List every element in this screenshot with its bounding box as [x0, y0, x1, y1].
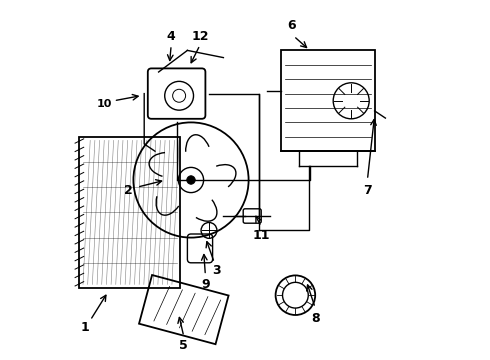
- FancyArrowPatch shape: [205, 300, 220, 335]
- Text: 11: 11: [252, 229, 270, 242]
- Text: 5: 5: [179, 339, 188, 352]
- Text: 9: 9: [201, 278, 210, 291]
- Text: 10: 10: [97, 99, 112, 109]
- Circle shape: [187, 176, 196, 184]
- Text: 12: 12: [191, 30, 209, 42]
- FancyArrowPatch shape: [192, 297, 208, 331]
- FancyArrowPatch shape: [179, 293, 195, 328]
- FancyArrowPatch shape: [167, 290, 182, 324]
- Text: 2: 2: [123, 184, 132, 197]
- Text: 1: 1: [80, 321, 89, 334]
- Bar: [79, 137, 180, 288]
- Text: 3: 3: [212, 264, 220, 276]
- FancyArrowPatch shape: [154, 286, 170, 321]
- Text: 8: 8: [311, 312, 319, 325]
- Text: 7: 7: [363, 184, 372, 197]
- Text: 4: 4: [167, 30, 175, 42]
- Text: 6: 6: [288, 19, 296, 32]
- Bar: [139, 275, 228, 344]
- Bar: [281, 50, 374, 151]
